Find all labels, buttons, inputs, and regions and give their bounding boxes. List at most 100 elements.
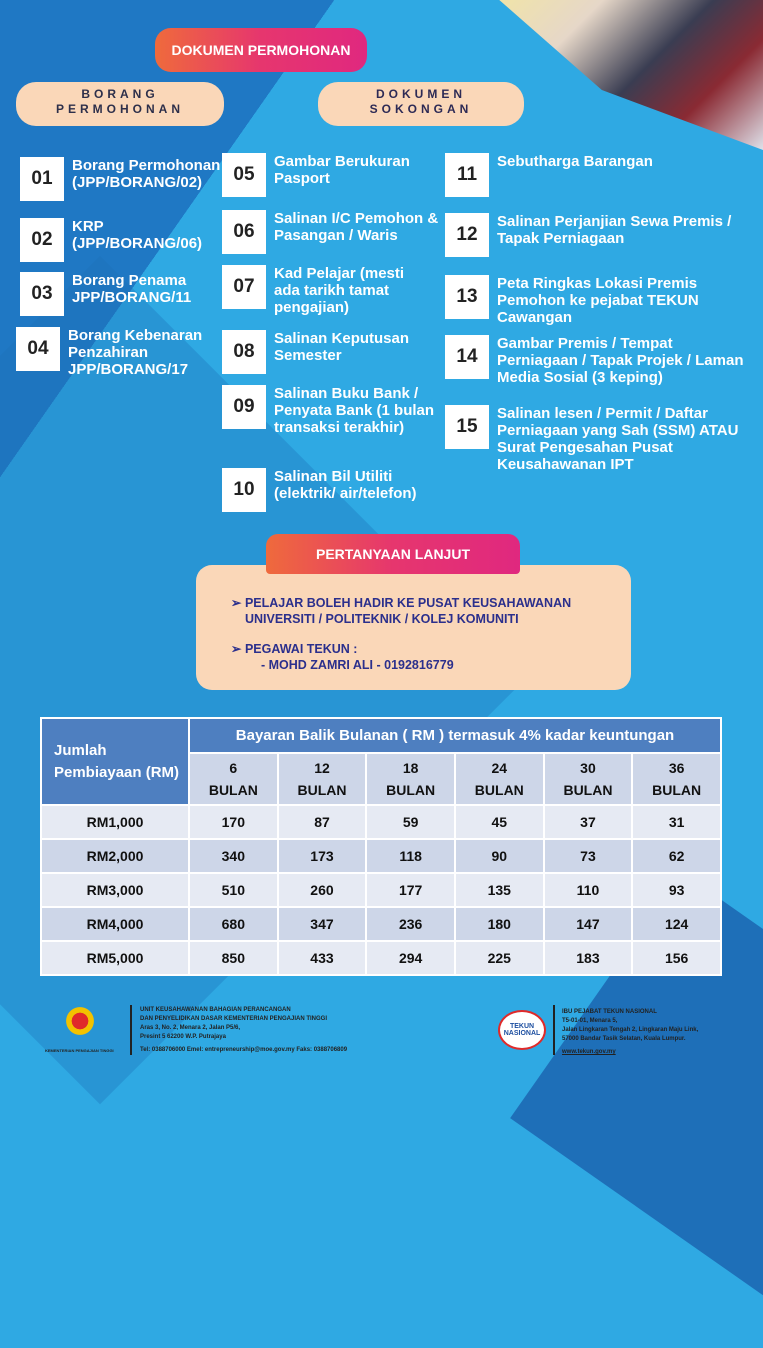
item-label: Salinan I/C Pemohon & Pasangan / Waris	[274, 210, 439, 244]
table-cell: 347	[276, 906, 368, 942]
enquiry-line2: PEGAWAI TEKUN :	[244, 642, 358, 656]
table-cell: 236	[365, 906, 456, 942]
tekun-line: IBU PEJABAT TEKUN NASIONAL	[562, 1009, 657, 1015]
section-borang: BORANG PERMOHONAN	[16, 82, 224, 126]
table-cell: 110	[542, 872, 634, 908]
row-amount: RM1,000	[40, 804, 190, 840]
column-header: 24 BULAN	[453, 752, 545, 806]
document-item: 13 Peta Ringkas Lokasi Premis Pemohon ke …	[445, 275, 752, 326]
section-sokongan: DOKUMEN SOKONGAN	[318, 82, 524, 126]
document-item: 08 Salinan Keputusan Semester	[222, 330, 439, 374]
item-number: 03	[20, 272, 64, 316]
column-months: 24	[491, 760, 508, 776]
item-label: Borang Penama JPP/BORANG/11	[72, 272, 192, 306]
column-unit: BULAN	[386, 782, 436, 798]
column-unit: BULAN	[563, 782, 613, 798]
item-number: 05	[222, 153, 266, 197]
enquiry-line1: PELAJAR BOLEH HADIR KE PUSAT KEUSAHAWANA…	[244, 596, 572, 626]
kpt-contact: Tel: 0388706000 Emel: entrepreneurship@m…	[140, 1047, 348, 1053]
table-cell: 680	[188, 906, 279, 942]
item-label: Sebutharga Barangan	[497, 153, 653, 170]
tekun-line: T5-01-01, Menara 5,	[562, 1018, 618, 1024]
table-cell: 173	[276, 838, 368, 874]
item-number: 11	[445, 153, 489, 197]
row-amount: RM2,000	[40, 838, 190, 874]
kpt-caption: KEMENTERIAN PENGAJIAN TINGGI	[45, 1048, 114, 1053]
table-cell: 177	[365, 872, 456, 908]
item-label: Salinan lesen / Permit / Daftar Perniaga…	[497, 405, 739, 473]
column-months: 6	[229, 760, 238, 776]
item-number: 01	[20, 157, 64, 201]
item-number: 08	[222, 330, 266, 374]
table-cell: 31	[631, 804, 722, 840]
table-cell: 59	[365, 804, 456, 840]
column-header: 18 BULAN	[365, 752, 456, 806]
row-amount: RM5,000	[40, 940, 190, 976]
item-number: 15	[445, 405, 489, 449]
table-cell: 37	[542, 804, 634, 840]
kpt-line: DAN PENYELIDIKAN DASAR KEMENTERIAN PENGA…	[140, 1016, 328, 1022]
column-months: 18	[402, 760, 419, 776]
item-label: Salinan Buku Bank / Penyata Bank (1 bula…	[274, 385, 435, 436]
document-item: 04 Borang Kebenaran Penzahiran JPP/BORANG…	[16, 327, 218, 378]
enquiry-box: ➢ PELAJAR BOLEH HADIR KE PUSAT KEUSAHAWA…	[196, 565, 631, 690]
table-cell: 93	[631, 872, 722, 908]
table-cell: 183	[542, 940, 634, 976]
table-cell: 225	[453, 940, 545, 976]
document-item: 14 Gambar Premis / Tempat Perniagaan / Ta…	[445, 335, 752, 386]
item-label: Gambar Berukuran Pasport	[274, 153, 410, 187]
table-cell: 73	[542, 838, 634, 874]
item-label: KRP (JPP/BORANG/06)	[72, 218, 203, 252]
item-label: Kad Pelajar (mesti ada tarikh tamat peng…	[274, 265, 405, 316]
table-cell: 62	[631, 838, 722, 874]
table-row: RM2,000 340 173 118 90 73 62	[40, 838, 722, 874]
document-item: 15 Salinan lesen / Permit / Daftar Pernia…	[445, 405, 752, 473]
column-header: 30 BULAN	[542, 752, 634, 806]
table-cell: 170	[188, 804, 279, 840]
column-months: 12	[314, 760, 330, 776]
item-label: Salinan Keputusan Semester	[274, 330, 410, 364]
item-number: 07	[222, 265, 266, 309]
item-number: 02	[20, 218, 64, 262]
table-row: RM5,000 850 433 294 225 183 156	[40, 940, 722, 976]
column-months: 30	[580, 760, 596, 776]
table-cell: 433	[276, 940, 368, 976]
tekun-logo: TEKUN NASIONAL	[498, 1010, 546, 1050]
table-cell: 118	[365, 838, 456, 874]
row-amount: RM3,000	[40, 872, 190, 908]
column-header: 6 BULAN	[188, 752, 279, 806]
item-number: 10	[222, 468, 266, 512]
item-number: 09	[222, 385, 266, 429]
item-label: Salinan Perjanjian Sewa Premis / Tapak P…	[497, 213, 732, 247]
document-item: 12 Salinan Perjanjian Sewa Premis / Tapak…	[445, 213, 752, 257]
table-row: RM4,000 680 347 236 180 147 124	[40, 906, 722, 942]
item-label: Salinan Bil Utiliti (elektrik/ air/telef…	[274, 468, 417, 502]
document-item: 09 Salinan Buku Bank / Penyata Bank (1 bu…	[222, 385, 444, 436]
column-unit: BULAN	[474, 782, 524, 798]
kpt-address: UNIT KEUSAHAWANAN BAHAGIAN PERANCANGAN D…	[140, 1006, 347, 1055]
document-item: 03 Borang Penama JPP/BORANG/11	[20, 272, 222, 316]
item-number: 13	[445, 275, 489, 319]
kpt-line: Aras 3, No. 2, Menara 2, Jalan P5/6,	[140, 1025, 241, 1031]
arrow-bullet-icon: ➢	[231, 642, 245, 656]
repayment-table: Jumlah Pembiayaan (RM) Bayaran Balik Bul…	[40, 717, 722, 976]
tekun-website-link[interactable]: www.tekun.gov.my	[562, 1049, 616, 1055]
item-number: 14	[445, 335, 489, 379]
table-cell: 90	[453, 838, 545, 874]
enquiry-title: PERTANYAAN LANJUT	[266, 534, 520, 574]
document-item: 02 KRP (JPP/BORANG/06)	[20, 218, 222, 262]
table-cell: 156	[631, 940, 722, 976]
document-item: 10 Salinan Bil Utiliti (elektrik/ air/tel…	[222, 468, 439, 512]
table-cell: 124	[631, 906, 722, 942]
table-cell: 850	[188, 940, 279, 976]
column-months: 36	[668, 760, 685, 776]
table-row: RM1,000 170 87 59 45 37 31	[40, 804, 722, 840]
table-cell: 147	[542, 906, 634, 942]
document-item: 01 Borang Permohonan (JPP/BORANG/02)	[20, 157, 222, 201]
table-cell: 510	[188, 872, 279, 908]
item-number: 04	[16, 327, 60, 371]
table-cell: 260	[276, 872, 368, 908]
page-title: DOKUMEN PERMOHONAN	[155, 28, 367, 72]
table-cell: 87	[276, 804, 368, 840]
table-cell: 340	[188, 838, 279, 874]
